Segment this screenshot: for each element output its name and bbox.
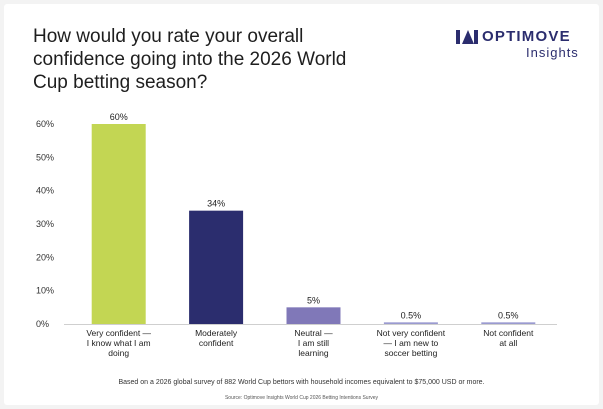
x-category-label: I know what I am (87, 338, 151, 348)
bar (189, 210, 244, 324)
optimove-logo: OPTIMOVE Insights (456, 28, 586, 64)
bar-value-label: 5% (307, 295, 320, 305)
bar-value-label: 60% (110, 112, 128, 122)
x-category-label: doing (108, 348, 129, 358)
chart-title: How would you rate your overall confiden… (33, 26, 347, 93)
x-category-label: confident (199, 338, 234, 348)
brand-sub: Insights (526, 45, 579, 60)
x-category-label: at all (499, 338, 517, 348)
bar-value-label: 0.5% (498, 310, 519, 320)
bar (481, 322, 536, 324)
x-category-label: — I am new to (383, 338, 438, 348)
x-category-label: I am still (298, 338, 329, 348)
optimove-logo-icon (456, 30, 478, 44)
y-tick-label: 10% (36, 286, 54, 296)
x-category-label: Moderately (195, 328, 238, 338)
x-category-label: learning (298, 348, 329, 358)
bar (91, 124, 146, 324)
bar (383, 322, 438, 324)
source-note: Source: Optimove Insights World Cup 2026… (224, 395, 379, 401)
bar (286, 307, 341, 324)
y-tick-label: 20% (36, 252, 54, 262)
brand-name: OPTIMOVE (482, 28, 571, 45)
bar-value-label: 0.5% (401, 310, 422, 320)
y-tick-label: 0% (36, 319, 49, 329)
bar-value-label: 34% (207, 199, 225, 209)
y-tick-label: 60% (36, 119, 54, 129)
x-category-label: Very confident — (86, 328, 151, 338)
y-tick-label: 40% (36, 186, 54, 196)
x-category-label: Not confident (483, 328, 534, 338)
y-tick-label: 30% (36, 219, 54, 229)
x-category-label: soccer betting (384, 348, 437, 358)
survey-footnote: Based on a 2026 global survey of 882 Wor… (118, 379, 485, 386)
x-category-label: Neutral — (294, 328, 333, 338)
y-tick-label: 50% (36, 152, 54, 162)
x-category-label: Not very confident (377, 328, 446, 338)
